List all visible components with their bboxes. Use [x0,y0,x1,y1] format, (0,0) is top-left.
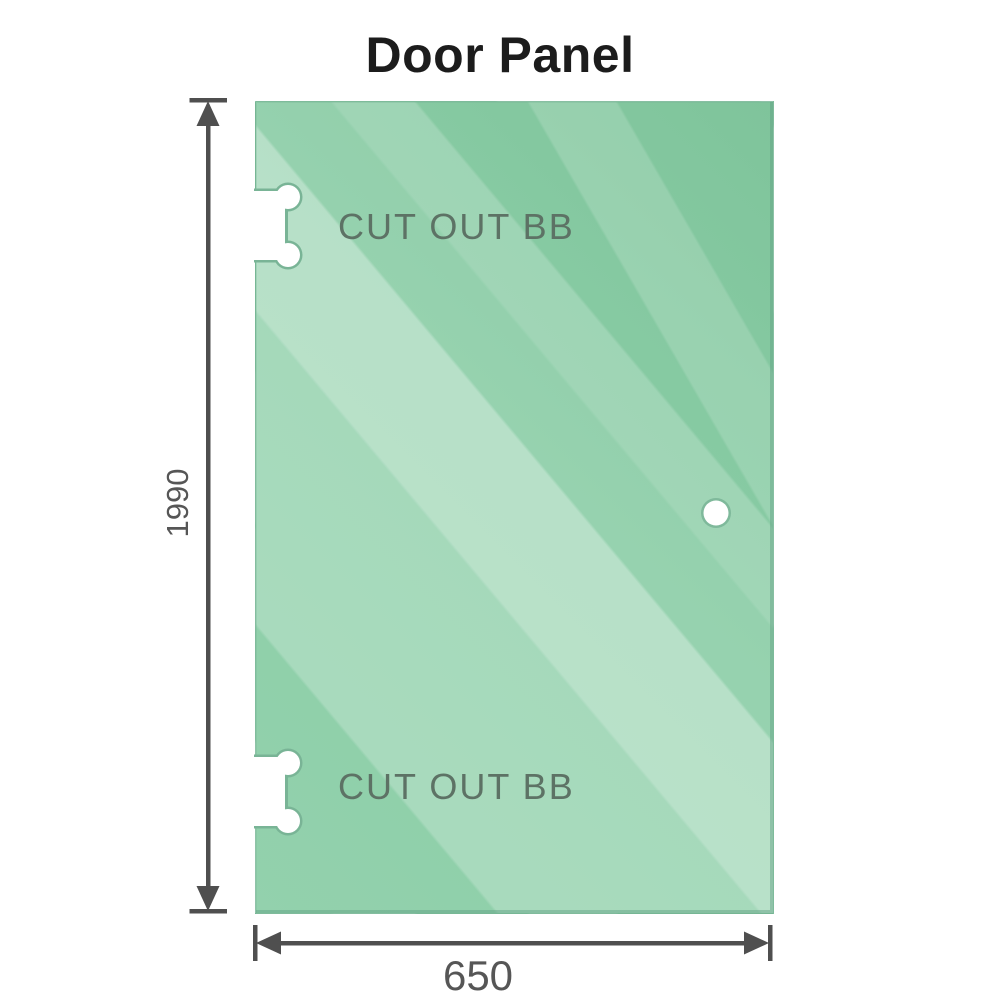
page-title: Door Panel [365,27,635,83]
cutout-bottom-label: CUT OUT BB [338,766,575,807]
height-dimension-value: 1990 [160,468,195,538]
width-dimension-value: 650 [442,952,514,999]
cutout-top-label: CUT OUT BB [338,206,575,247]
glass-panel [255,101,774,914]
